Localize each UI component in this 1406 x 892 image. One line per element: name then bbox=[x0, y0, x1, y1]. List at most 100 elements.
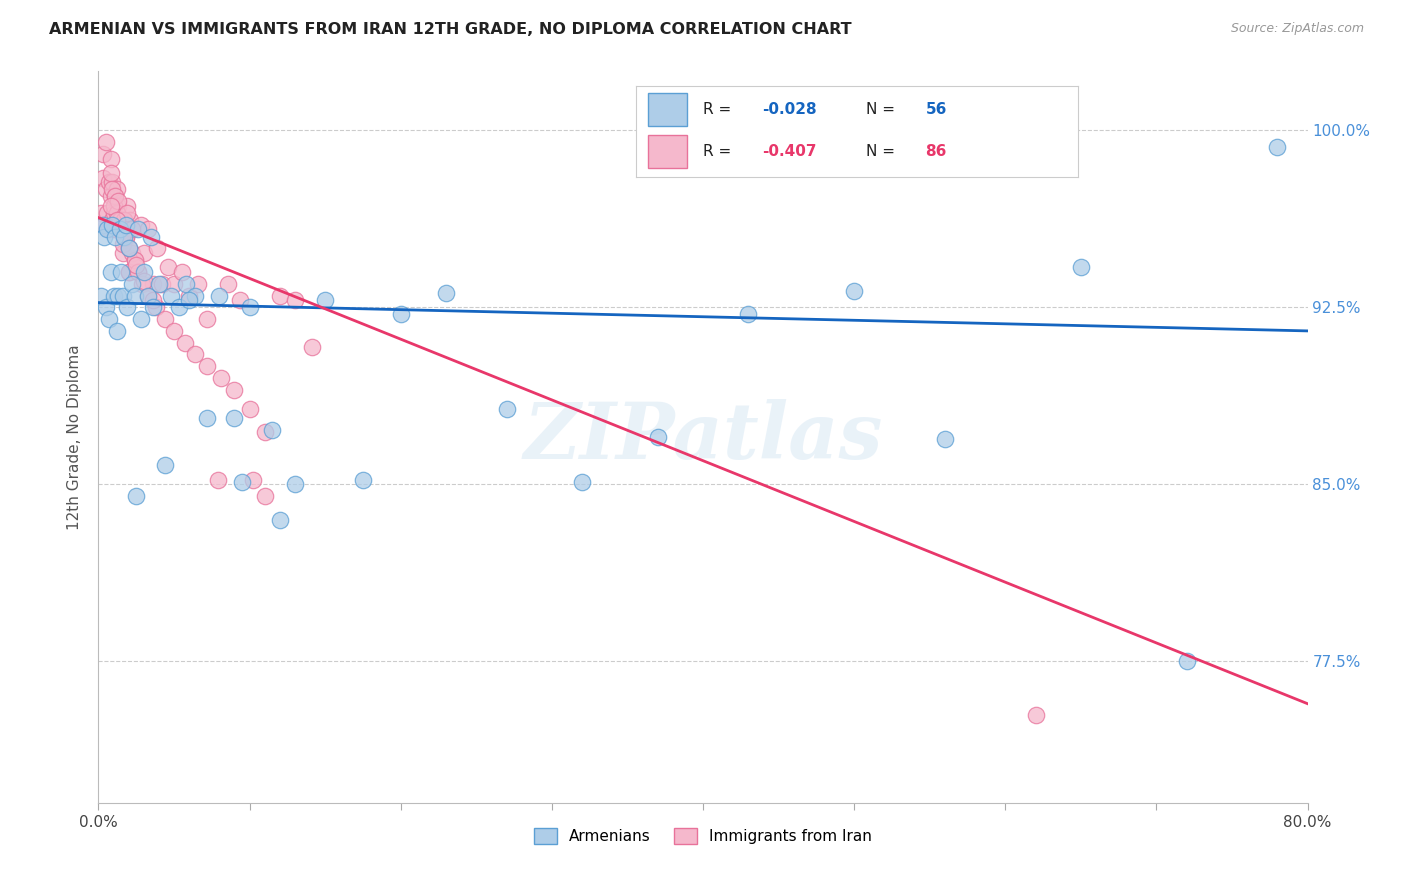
Point bbox=[142, 301, 165, 315]
Point bbox=[142, 293, 165, 308]
Point bbox=[111, 288, 134, 302]
Point bbox=[209, 371, 232, 385]
Point bbox=[156, 260, 179, 275]
Point bbox=[163, 324, 186, 338]
Point bbox=[242, 473, 264, 487]
Point bbox=[239, 401, 262, 416]
Point bbox=[118, 241, 141, 255]
Point bbox=[136, 222, 159, 236]
Point bbox=[150, 277, 173, 291]
Point bbox=[91, 218, 114, 232]
Point bbox=[184, 347, 207, 361]
Point bbox=[1070, 260, 1092, 275]
Point bbox=[179, 293, 201, 308]
Y-axis label: 12th Grade, No Diploma: 12th Grade, No Diploma bbox=[67, 344, 83, 530]
Point bbox=[100, 166, 122, 180]
Point bbox=[145, 301, 167, 315]
Point bbox=[153, 312, 176, 326]
Point bbox=[115, 301, 138, 315]
Point bbox=[187, 277, 209, 291]
Point bbox=[120, 213, 142, 227]
Point bbox=[110, 222, 132, 236]
Point bbox=[103, 199, 125, 213]
Point bbox=[132, 274, 155, 288]
Point bbox=[571, 475, 593, 489]
Point bbox=[269, 513, 291, 527]
Point bbox=[314, 293, 336, 308]
Point bbox=[224, 383, 246, 397]
Point bbox=[96, 206, 118, 220]
Point bbox=[1175, 654, 1198, 668]
Point bbox=[121, 246, 143, 260]
Point bbox=[239, 301, 262, 315]
Point bbox=[132, 246, 155, 260]
Point bbox=[105, 213, 128, 227]
Point bbox=[170, 265, 193, 279]
Point bbox=[647, 430, 669, 444]
Point bbox=[103, 288, 125, 302]
Point bbox=[352, 473, 374, 487]
Point bbox=[101, 175, 124, 189]
Point bbox=[108, 222, 131, 236]
Point bbox=[195, 312, 218, 326]
Point bbox=[131, 277, 153, 291]
Point bbox=[93, 218, 115, 232]
Point bbox=[94, 135, 117, 149]
Point bbox=[737, 307, 759, 321]
Point bbox=[142, 277, 165, 291]
Point bbox=[207, 473, 229, 487]
Point bbox=[136, 288, 159, 302]
Point bbox=[91, 170, 114, 185]
Point bbox=[934, 433, 956, 447]
Point bbox=[127, 222, 149, 236]
Point bbox=[269, 288, 291, 302]
Point bbox=[98, 222, 121, 236]
Point bbox=[284, 293, 307, 308]
Point bbox=[111, 246, 134, 260]
Text: ARMENIAN VS IMMIGRANTS FROM IRAN 12TH GRADE, NO DIPLOMA CORRELATION CHART: ARMENIAN VS IMMIGRANTS FROM IRAN 12TH GR… bbox=[49, 22, 852, 37]
Point bbox=[100, 265, 122, 279]
Point bbox=[1267, 140, 1289, 154]
Point bbox=[94, 301, 117, 315]
Point bbox=[103, 222, 125, 236]
Point bbox=[104, 189, 127, 203]
Point bbox=[389, 307, 412, 321]
Point bbox=[100, 152, 122, 166]
Point bbox=[253, 489, 276, 503]
Legend: Armenians, Immigrants from Iran: Armenians, Immigrants from Iran bbox=[529, 822, 877, 850]
Point bbox=[179, 288, 201, 302]
Point bbox=[105, 324, 128, 338]
Point bbox=[195, 411, 218, 425]
Point bbox=[124, 288, 146, 302]
Point bbox=[114, 218, 136, 232]
Text: ZIPatlas: ZIPatlas bbox=[523, 399, 883, 475]
Point bbox=[93, 229, 115, 244]
Point bbox=[118, 241, 141, 255]
Point bbox=[129, 312, 152, 326]
Point bbox=[125, 258, 148, 272]
Point bbox=[107, 288, 129, 302]
Point bbox=[127, 265, 149, 279]
Point bbox=[107, 194, 129, 208]
Point bbox=[167, 301, 190, 315]
Point bbox=[94, 182, 117, 196]
Point bbox=[153, 458, 176, 473]
Point bbox=[173, 335, 195, 350]
Point bbox=[844, 284, 866, 298]
Point bbox=[108, 218, 131, 232]
Point bbox=[262, 423, 284, 437]
Point bbox=[118, 265, 141, 279]
Point bbox=[141, 229, 163, 244]
Point bbox=[105, 182, 128, 196]
Point bbox=[98, 175, 121, 189]
Point bbox=[103, 206, 125, 220]
Point bbox=[96, 222, 118, 236]
Point bbox=[107, 199, 129, 213]
Point bbox=[121, 222, 143, 236]
Point bbox=[101, 218, 124, 232]
Point bbox=[284, 477, 307, 491]
Point bbox=[127, 265, 149, 279]
Point bbox=[110, 222, 132, 236]
Point bbox=[434, 286, 457, 301]
Point bbox=[224, 411, 246, 425]
